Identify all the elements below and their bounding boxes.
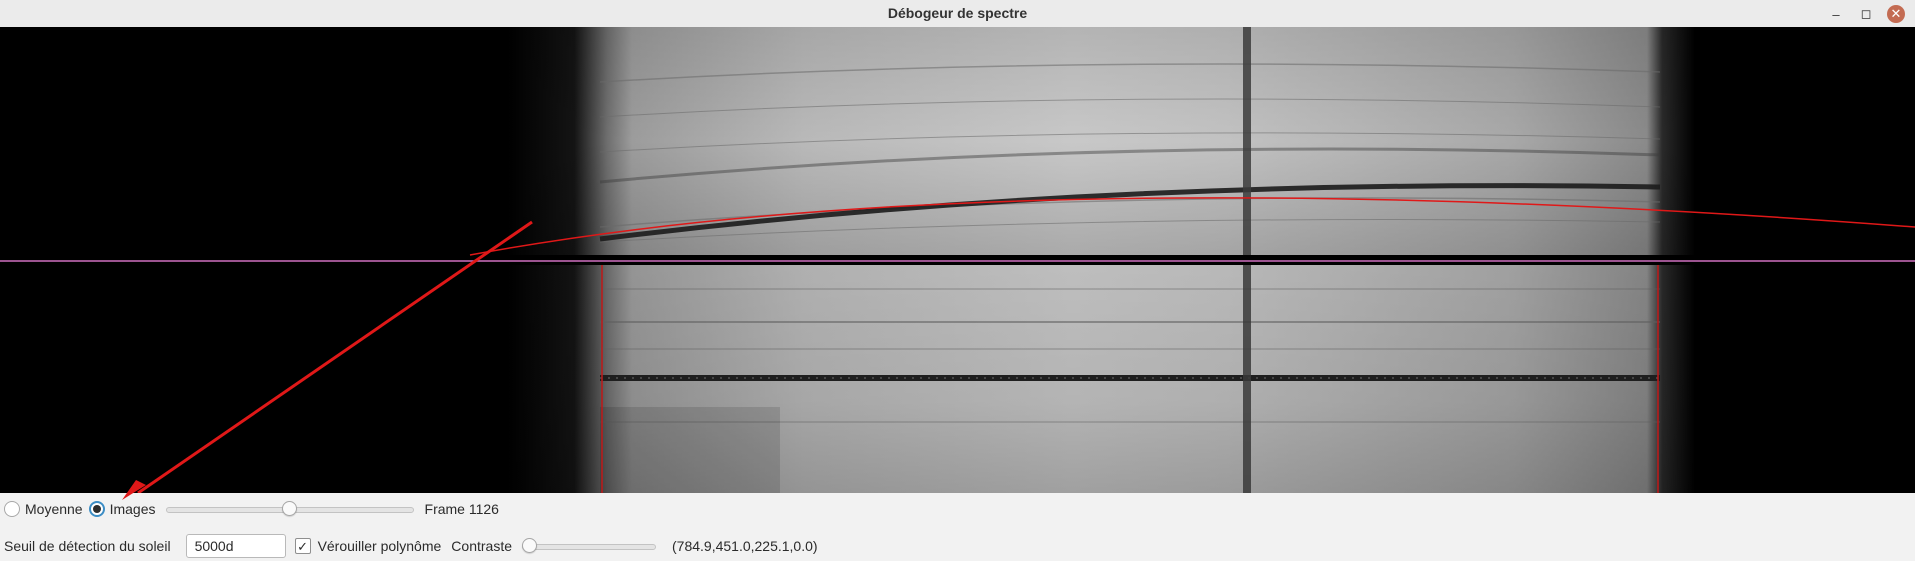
close-icon[interactable]: ✕ (1885, 3, 1907, 25)
contrast-slider[interactable] (522, 538, 656, 554)
lock-polynomial-checkbox[interactable]: ✓ (294, 538, 311, 554)
spectrum-viewer[interactable] (0, 27, 1915, 493)
frame-slider[interactable] (165, 501, 414, 517)
lock-polynomial-label: Vérouiller polynôme (317, 538, 442, 554)
vertical-dark-line-bottom (1243, 265, 1251, 493)
contrast-slider-thumb[interactable] (522, 538, 537, 553)
arrowhead (122, 480, 146, 500)
window-title: Débogeur de spectre (887, 5, 1028, 21)
absorption-lines-top (599, 63, 1661, 243)
detection-controls: Seuil de détection du soleil ✓ Vérouille… (0, 531, 1915, 561)
polynomial-curve (469, 197, 1915, 256)
annotation-arrow (137, 220, 533, 493)
title-bar: Débogeur de spectre – ◻ ✕ (0, 0, 1915, 28)
spectrum-image (0, 27, 1915, 493)
minimize-icon[interactable]: – (1832, 6, 1840, 22)
frame-controls: Moyenne Images Frame 1126 (0, 494, 1915, 524)
values-readout: (784.9,451.0,225.1,0.0) (672, 538, 818, 554)
radio-images-label: Images (109, 501, 156, 517)
frame-slider-thumb[interactable] (282, 501, 298, 516)
radio-moyenne-label: Moyenne (25, 501, 83, 517)
radio-images[interactable] (88, 501, 105, 517)
maximize-icon[interactable]: ◻ (1860, 6, 1872, 21)
sun-threshold-input[interactable] (185, 534, 286, 558)
vertical-dark-line-top (1243, 27, 1251, 255)
radio-moyenne[interactable] (4, 501, 20, 517)
contrast-label: Contraste (451, 538, 512, 554)
main-absorption-line (599, 183, 1661, 242)
frame-label: Frame 1126 (424, 501, 499, 517)
sun-threshold-label: Seuil de détection du soleil (4, 538, 171, 554)
check-icon: ✓ (297, 538, 309, 554)
